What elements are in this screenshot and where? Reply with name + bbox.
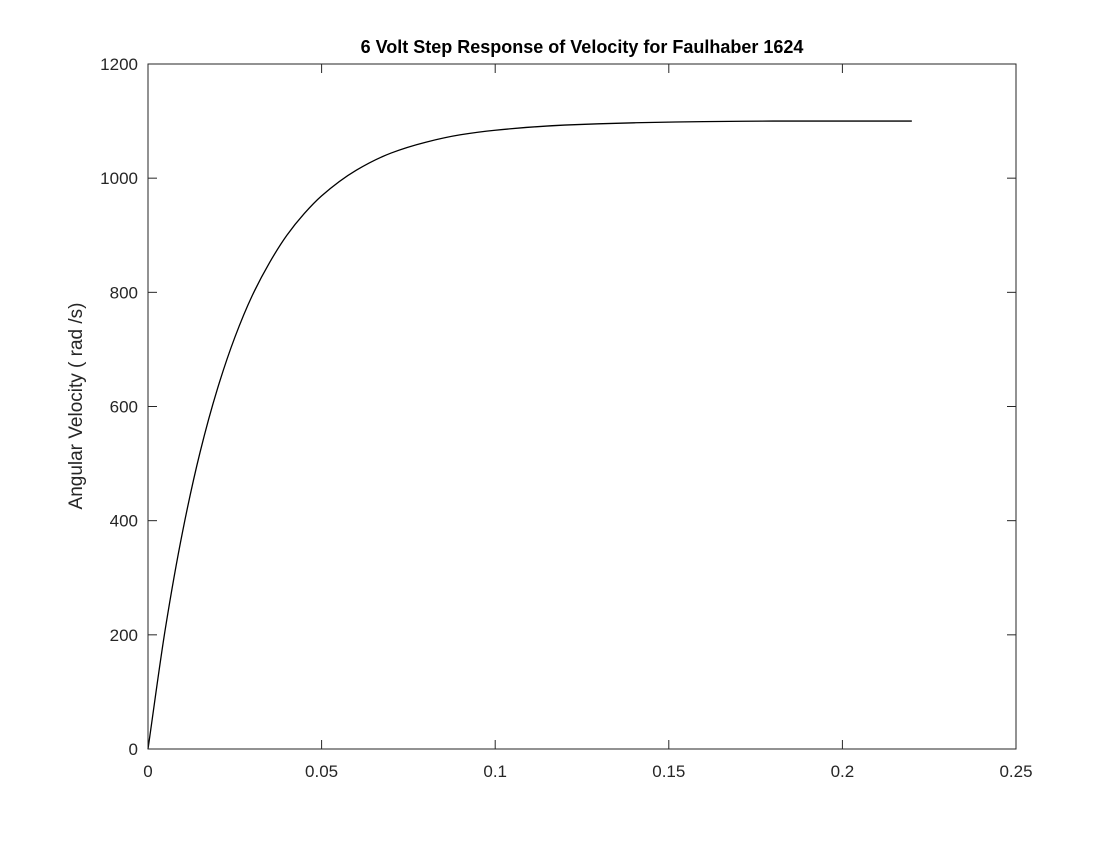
- series-line: [147, 120, 912, 750]
- y-tick-label: 0: [129, 740, 138, 759]
- series-layer: [147, 120, 912, 750]
- plot-area-background: [148, 64, 1016, 749]
- y-tick-label: 200: [110, 626, 138, 645]
- x-tick-label: 0.2: [831, 762, 855, 781]
- y-tick-label: 1000: [100, 169, 138, 188]
- y-tick-label: 400: [110, 512, 138, 531]
- x-tick-label: 0.25: [999, 762, 1032, 781]
- x-tick-label: 0.1: [483, 762, 507, 781]
- y-axis-label: Angular Velocity ( rad /s): [66, 303, 87, 510]
- ticks-layer: 0 0.05 0.1 0.15 0.2 0.25 0 200 400 600 800 1000 1200: [100, 55, 1032, 781]
- x-tick-label: 0.15: [652, 762, 685, 781]
- y-tick-label: 600: [110, 398, 138, 417]
- plot-area-frame: [147, 63, 1017, 750]
- y-tick-label: 800: [110, 283, 138, 302]
- x-tick-label: 0: [143, 762, 152, 781]
- y-tick-label: 1200: [100, 55, 138, 74]
- x-tick-label: 0.05: [305, 762, 338, 781]
- chart-title: 6 Volt Step Response of Velocity for Fau…: [361, 37, 804, 57]
